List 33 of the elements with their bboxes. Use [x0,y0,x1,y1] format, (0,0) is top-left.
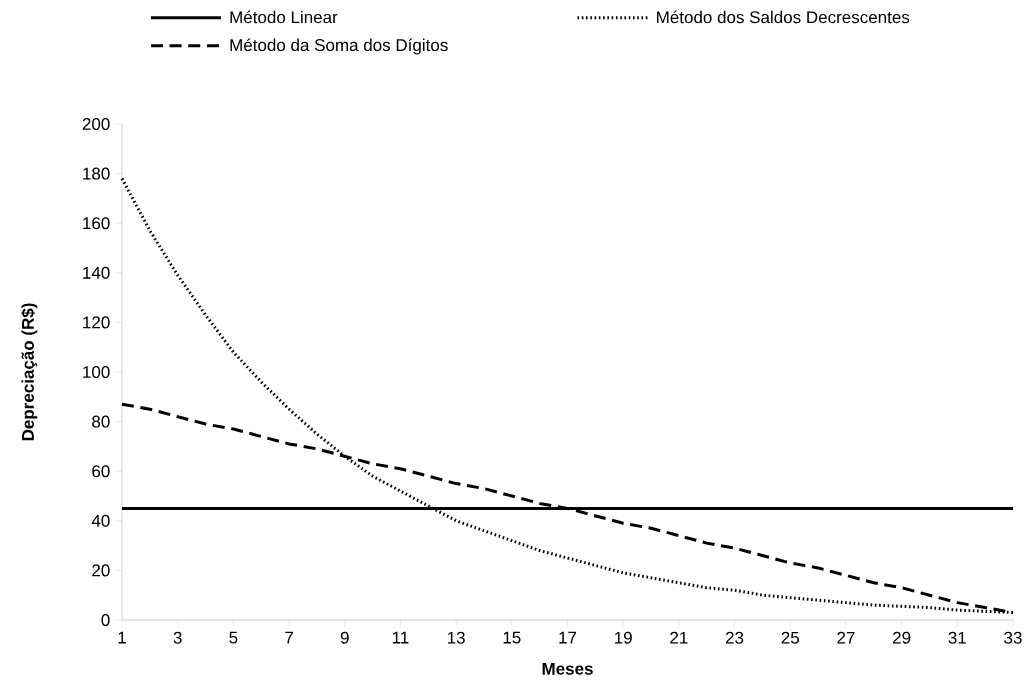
x-tick-label: 21 [670,631,688,644]
y-axis-title: Depreciação (R$) [21,303,38,441]
x-tick-label: 25 [781,631,799,644]
x-tick-label: 11 [392,631,409,644]
x-tick-label: 27 [837,631,855,644]
x-tick-label: 19 [615,631,632,644]
x-tick-label: 1 [118,631,126,644]
x-tick-label: 9 [340,631,349,644]
y-tick-label: 120 [83,316,110,329]
y-tick-label: 160 [83,217,110,230]
x-axis-title: Meses [542,662,593,675]
y-tick-label: 0 [101,613,110,627]
x-tick-label: 17 [559,631,577,644]
y-tick-label: 60 [92,465,110,478]
y-tick-label: 180 [83,167,110,180]
x-tick-label: 29 [893,631,911,644]
y-tick-label: 100 [83,365,110,379]
y-tick-label: 80 [92,415,110,428]
x-tick-label: 5 [229,631,238,644]
legend-label: Método da Soma dos Dígitos [230,38,448,55]
y-tick-label: 40 [91,514,110,527]
x-tick-label: 15 [503,631,521,644]
x-tick-label: 23 [725,631,744,644]
y-tick-label: 200 [82,117,110,131]
x-tick-label: 31 [948,631,966,644]
x-tick-label: 33 [1004,631,1022,644]
legend-label: Método dos Saldos Decrescentes [657,10,910,24]
y-tick-label: 140 [83,266,110,279]
x-tick-label: 3 [173,631,182,644]
x-tick-label: 7 [285,631,293,644]
x-tick-label: 13 [447,631,465,644]
y-tick-label: 20 [92,564,110,577]
legend-label: Método Linear [230,10,338,24]
